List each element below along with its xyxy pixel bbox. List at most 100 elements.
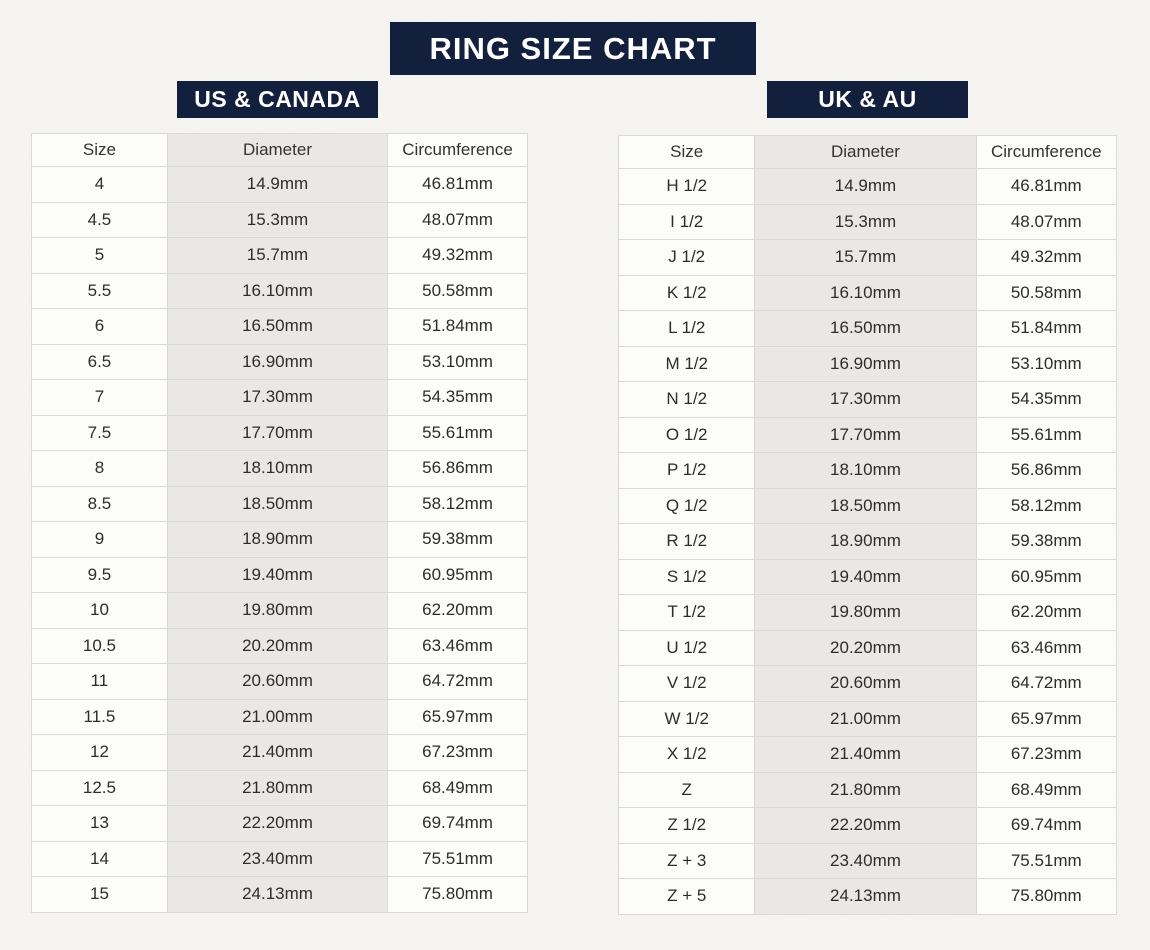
size-cell: N 1/2 (617, 381, 756, 418)
us-canada-table: Size Diameter Circumference 4 14.9mm 46.81… (31, 133, 528, 913)
diameter-cell: 15.3mm (754, 203, 977, 240)
diameter-cell: 16.90mm (754, 345, 977, 382)
circumference-cell: 46.81mm (975, 168, 1118, 205)
diameter-cell: 21.80mm (166, 769, 389, 806)
circumference-cell: 68.49mm (975, 771, 1118, 808)
diameter-cell: 24.13mm (166, 876, 389, 913)
table-row: 10.5 20.20mm 63.46mm (31, 627, 528, 664)
diameter-cell: 19.40mm (166, 556, 389, 593)
size-cell: 13 (31, 805, 168, 842)
size-cell: 5.5 (31, 272, 168, 309)
table-row: P 1/2 18.10mm 56.86mm (617, 452, 1118, 489)
table-row: Q 1/2 18.50mm 58.12mm (617, 487, 1118, 524)
diameter-cell: 15.7mm (754, 239, 977, 276)
table-row: 9 18.90mm 59.38mm (31, 521, 528, 558)
size-cell: Z + 3 (617, 842, 756, 879)
table-row: U 1/2 20.20mm 63.46mm (617, 629, 1118, 666)
diameter-cell: 16.10mm (754, 274, 977, 311)
table-row: O 1/2 17.70mm 55.61mm (617, 416, 1118, 453)
table-row: 4 14.9mm 46.81mm (31, 166, 528, 203)
diameter-cell: 22.20mm (754, 807, 977, 844)
table-row: 12.5 21.80mm 68.49mm (31, 769, 528, 806)
diameter-cell: 14.9mm (166, 166, 389, 203)
circumference-cell: 60.95mm (975, 558, 1118, 595)
size-cell: X 1/2 (617, 736, 756, 773)
size-cell: 7 (31, 379, 168, 416)
size-cell: 11 (31, 663, 168, 700)
circumference-cell: 53.10mm (975, 345, 1118, 382)
table-row: 11 20.60mm 64.72mm (31, 663, 528, 700)
table-row: 13 22.20mm 69.74mm (31, 805, 528, 842)
table-row: K 1/2 16.10mm 50.58mm (617, 274, 1118, 311)
table-row: 5.5 16.10mm 50.58mm (31, 272, 528, 309)
diameter-cell: 21.80mm (754, 771, 977, 808)
diameter-cell: 15.3mm (166, 201, 389, 238)
table-row: I 1/2 15.3mm 48.07mm (617, 203, 1118, 240)
diameter-cell: 16.90mm (166, 343, 389, 380)
diameter-cell: 19.80mm (166, 592, 389, 629)
size-cell: 4 (31, 166, 168, 203)
size-cell: 7.5 (31, 414, 168, 451)
uk-au-size-table: Size Diameter Circumference H 1/2 14.9mm 4… (617, 135, 1118, 915)
circumference-cell: 46.81mm (387, 166, 528, 203)
circumference-cell: 51.84mm (387, 308, 528, 345)
size-cell: W 1/2 (617, 700, 756, 737)
diameter-cell: 15.7mm (166, 237, 389, 274)
table-row: L 1/2 16.50mm 51.84mm (617, 310, 1118, 347)
diameter-cell: 17.70mm (166, 414, 389, 451)
diameter-cell: 20.60mm (166, 663, 389, 700)
circumference-cell: 50.58mm (975, 274, 1118, 311)
table-row: T 1/2 19.80mm 62.20mm (617, 594, 1118, 631)
size-cell: T 1/2 (617, 594, 756, 631)
size-cell: I 1/2 (617, 203, 756, 240)
diameter-cell: 19.40mm (754, 558, 977, 595)
circumference-cell: 65.97mm (975, 700, 1118, 737)
uk-au-table-body: H 1/2 14.9mm 46.81mm I 1/2 15.3mm 48.07mm J 1/… (617, 168, 1118, 915)
circumference-cell: 59.38mm (975, 523, 1118, 560)
circumference-cell: 49.32mm (975, 239, 1118, 276)
diameter-cell: 16.50mm (166, 308, 389, 345)
circumference-cell: 56.86mm (387, 450, 528, 487)
table-row: R 1/2 18.90mm 59.38mm (617, 523, 1118, 560)
size-cell: R 1/2 (617, 523, 756, 560)
diameter-cell: 20.20mm (754, 629, 977, 666)
table-row: 11.5 21.00mm 65.97mm (31, 698, 528, 735)
size-cell: 10.5 (31, 627, 168, 664)
table-row: 12 21.40mm 67.23mm (31, 734, 528, 771)
table-row: 14 23.40mm 75.51mm (31, 840, 528, 877)
size-cell: M 1/2 (617, 345, 756, 382)
size-cell: L 1/2 (617, 310, 756, 347)
size-cell: 9.5 (31, 556, 168, 593)
table-row: M 1/2 16.90mm 53.10mm (617, 345, 1118, 382)
diameter-cell: 19.80mm (754, 594, 977, 631)
size-cell: Q 1/2 (617, 487, 756, 524)
size-cell: 15 (31, 876, 168, 913)
circumference-cell: 75.80mm (387, 876, 528, 913)
circumference-cell: 51.84mm (975, 310, 1118, 347)
circumference-cell: 75.80mm (975, 878, 1118, 915)
region-header-uk-au: UK & AU (767, 81, 968, 118)
size-cell: 9 (31, 521, 168, 558)
diameter-cell: 18.50mm (166, 485, 389, 522)
uk-au-table: Size Diameter Circumference H 1/2 14.9mm 4… (617, 135, 1118, 915)
size-cell: 4.5 (31, 201, 168, 238)
size-cell: 8.5 (31, 485, 168, 522)
size-cell: S 1/2 (617, 558, 756, 595)
size-cell: 12 (31, 734, 168, 771)
table-row: H 1/2 14.9mm 46.81mm (617, 168, 1118, 205)
table-row: Z 1/2 22.20mm 69.74mm (617, 807, 1118, 844)
circumference-cell: 55.61mm (975, 416, 1118, 453)
size-cell: 12.5 (31, 769, 168, 806)
size-cell: Z (617, 771, 756, 808)
circumference-cell: 60.95mm (387, 556, 528, 593)
size-cell: K 1/2 (617, 274, 756, 311)
circumference-cell: 67.23mm (387, 734, 528, 771)
circumference-cell: 69.74mm (387, 805, 528, 842)
circumference-cell: 48.07mm (975, 203, 1118, 240)
table-row: Z + 5 24.13mm 75.80mm (617, 878, 1118, 915)
table-row: 5 15.7mm 49.32mm (31, 237, 528, 274)
diameter-cell: 18.90mm (166, 521, 389, 558)
size-cell: 8 (31, 450, 168, 487)
circumference-cell: 49.32mm (387, 237, 528, 274)
chart-title-bar: RING SIZE CHART (390, 22, 756, 75)
